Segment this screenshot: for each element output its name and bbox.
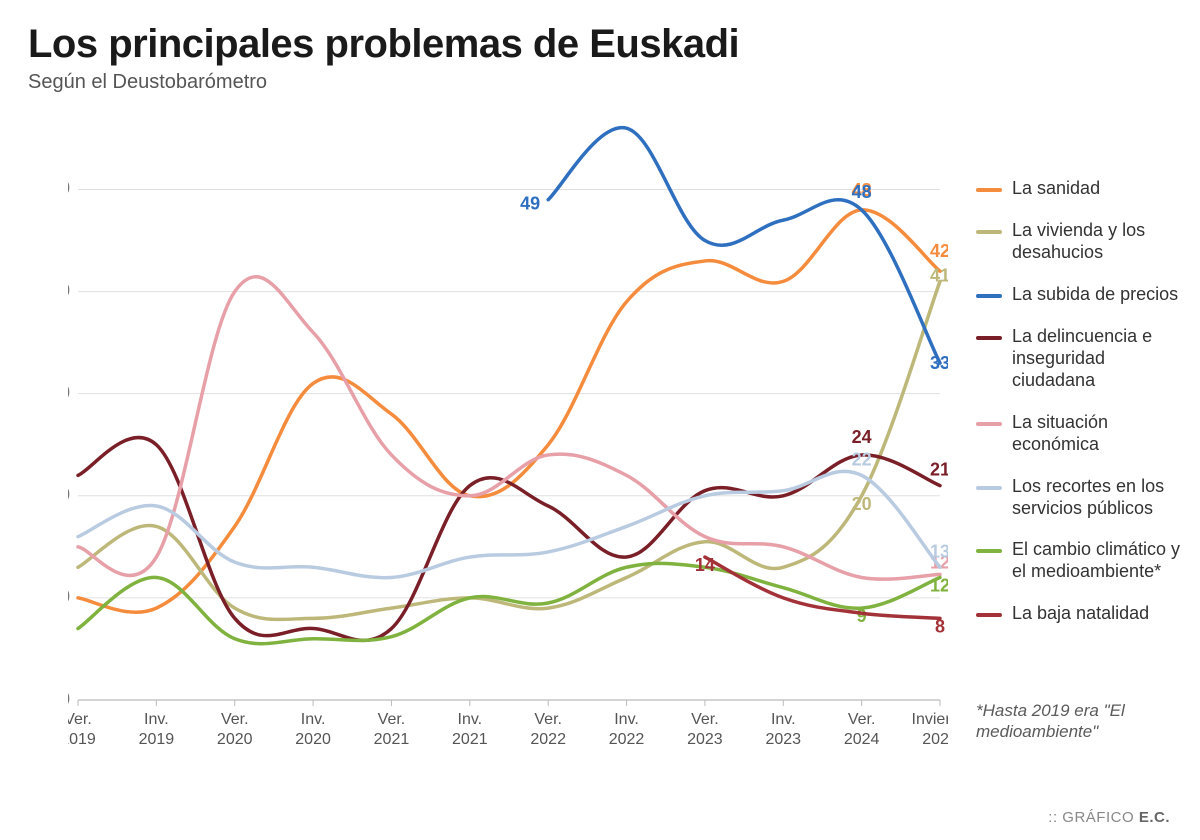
legend-item-recortes: Los recortes en los servicios públicos: [976, 476, 1186, 520]
legend-swatch: [976, 230, 1002, 234]
legend-label: El cambio climático y el medioambiente*: [1012, 539, 1186, 583]
svg-text:2020: 2020: [217, 731, 253, 748]
svg-text:Ver.: Ver.: [68, 711, 92, 728]
svg-text:2022: 2022: [530, 731, 566, 748]
value-label: 22: [852, 449, 872, 469]
legend-item-precios: La subida de precios: [976, 284, 1186, 306]
legend-label: Los recortes en los servicios públicos: [1012, 476, 1186, 520]
value-label: 48: [852, 182, 872, 202]
page-title: Los principales problemas de Euskadi: [28, 22, 1172, 67]
legend-swatch: [976, 294, 1002, 298]
legend-swatch: [976, 549, 1002, 553]
legend-item-vivienda: La vivienda y los desahucios: [976, 220, 1186, 264]
svg-text:Ver.: Ver.: [221, 711, 249, 728]
value-label: 41: [930, 265, 948, 285]
credit-bold: E.C.: [1139, 809, 1170, 826]
legend-item-clima: El cambio climático y el medioambiente*: [976, 539, 1186, 583]
value-label: 20: [852, 494, 872, 514]
legend-item-economia: La situación económica: [976, 412, 1186, 456]
series-natalidad: [705, 557, 940, 618]
value-label: 21: [930, 460, 948, 480]
series-vivienda: [78, 281, 940, 619]
footnote: *Hasta 2019 era "El medioambiente": [976, 700, 1186, 743]
svg-text:10: 10: [68, 587, 70, 607]
svg-text:Ver.: Ver.: [848, 711, 876, 728]
value-label: 33: [930, 353, 948, 373]
svg-text:0: 0: [68, 689, 70, 709]
legend-swatch: [976, 188, 1002, 192]
value-label: 14: [695, 555, 715, 575]
svg-text:30: 30: [68, 382, 70, 402]
value-label: 9: [857, 606, 867, 626]
legend-label: La vivienda y los desahucios: [1012, 220, 1186, 264]
svg-text:Inv.: Inv.: [614, 711, 639, 728]
value-label: 42: [930, 241, 948, 261]
svg-text:2023: 2023: [765, 731, 801, 748]
legend-swatch: [976, 422, 1002, 426]
legend-swatch: [976, 486, 1002, 490]
svg-text:Inv.: Inv.: [458, 711, 483, 728]
svg-text:2021: 2021: [374, 731, 410, 748]
svg-text:Invierno: Invierno: [912, 711, 948, 728]
svg-text:2024: 2024: [922, 731, 948, 748]
svg-text:Inv.: Inv.: [144, 711, 169, 728]
credit-line: :: GRÁFICO E.C.: [1048, 809, 1170, 826]
line-chart: 01020304050Ver.2019Inv.2019Ver.2020Inv.2…: [68, 110, 948, 730]
svg-text:2019: 2019: [139, 731, 175, 748]
svg-text:50: 50: [68, 178, 70, 198]
series-sanidad: [78, 210, 940, 612]
svg-text:Ver.: Ver.: [378, 711, 406, 728]
legend-label: La delincuencia e inseguridad ciudadana: [1012, 326, 1186, 392]
svg-text:2021: 2021: [452, 731, 488, 748]
legend-label: La sanidad: [1012, 178, 1186, 200]
legend-item-sanidad: La sanidad: [976, 178, 1186, 200]
legend: La sanidad La vivienda y los desahucios La…: [976, 178, 1186, 645]
series-precios: [548, 128, 940, 363]
legend-swatch: [976, 336, 1002, 340]
svg-text:Ver.: Ver.: [534, 711, 562, 728]
svg-text:20: 20: [68, 485, 70, 505]
svg-text:Inv.: Inv.: [301, 711, 326, 728]
page-subtitle: Según el Deustobarómetro: [28, 71, 1172, 94]
value-label: 13: [930, 541, 948, 561]
svg-text:2022: 2022: [609, 731, 645, 748]
value-label: 8: [935, 616, 945, 636]
svg-text:Inv.: Inv.: [771, 711, 796, 728]
svg-text:2019: 2019: [68, 731, 96, 748]
legend-swatch: [976, 613, 1002, 617]
value-label: 49: [520, 194, 540, 214]
credit-prefix: :: GRÁFICO: [1048, 809, 1139, 826]
legend-label: La subida de precios: [1012, 284, 1186, 306]
svg-text:2020: 2020: [295, 731, 331, 748]
chart-container: Los principales problemas de Euskadi Seg…: [0, 0, 1200, 840]
legend-item-delincuencia: La delincuencia e inseguridad ciudadana: [976, 326, 1186, 392]
legend-item-natalidad: La baja natalidad: [976, 603, 1186, 625]
series-delincuencia: [78, 438, 940, 641]
legend-label: La situación económica: [1012, 412, 1186, 456]
series-economia: [78, 277, 940, 579]
svg-text:40: 40: [68, 280, 70, 300]
legend-label: La baja natalidad: [1012, 603, 1186, 625]
value-label: 12: [930, 575, 948, 595]
svg-text:2023: 2023: [687, 731, 723, 748]
svg-text:Ver.: Ver.: [691, 711, 719, 728]
svg-text:2024: 2024: [844, 731, 880, 748]
value-label: 24: [852, 427, 872, 447]
